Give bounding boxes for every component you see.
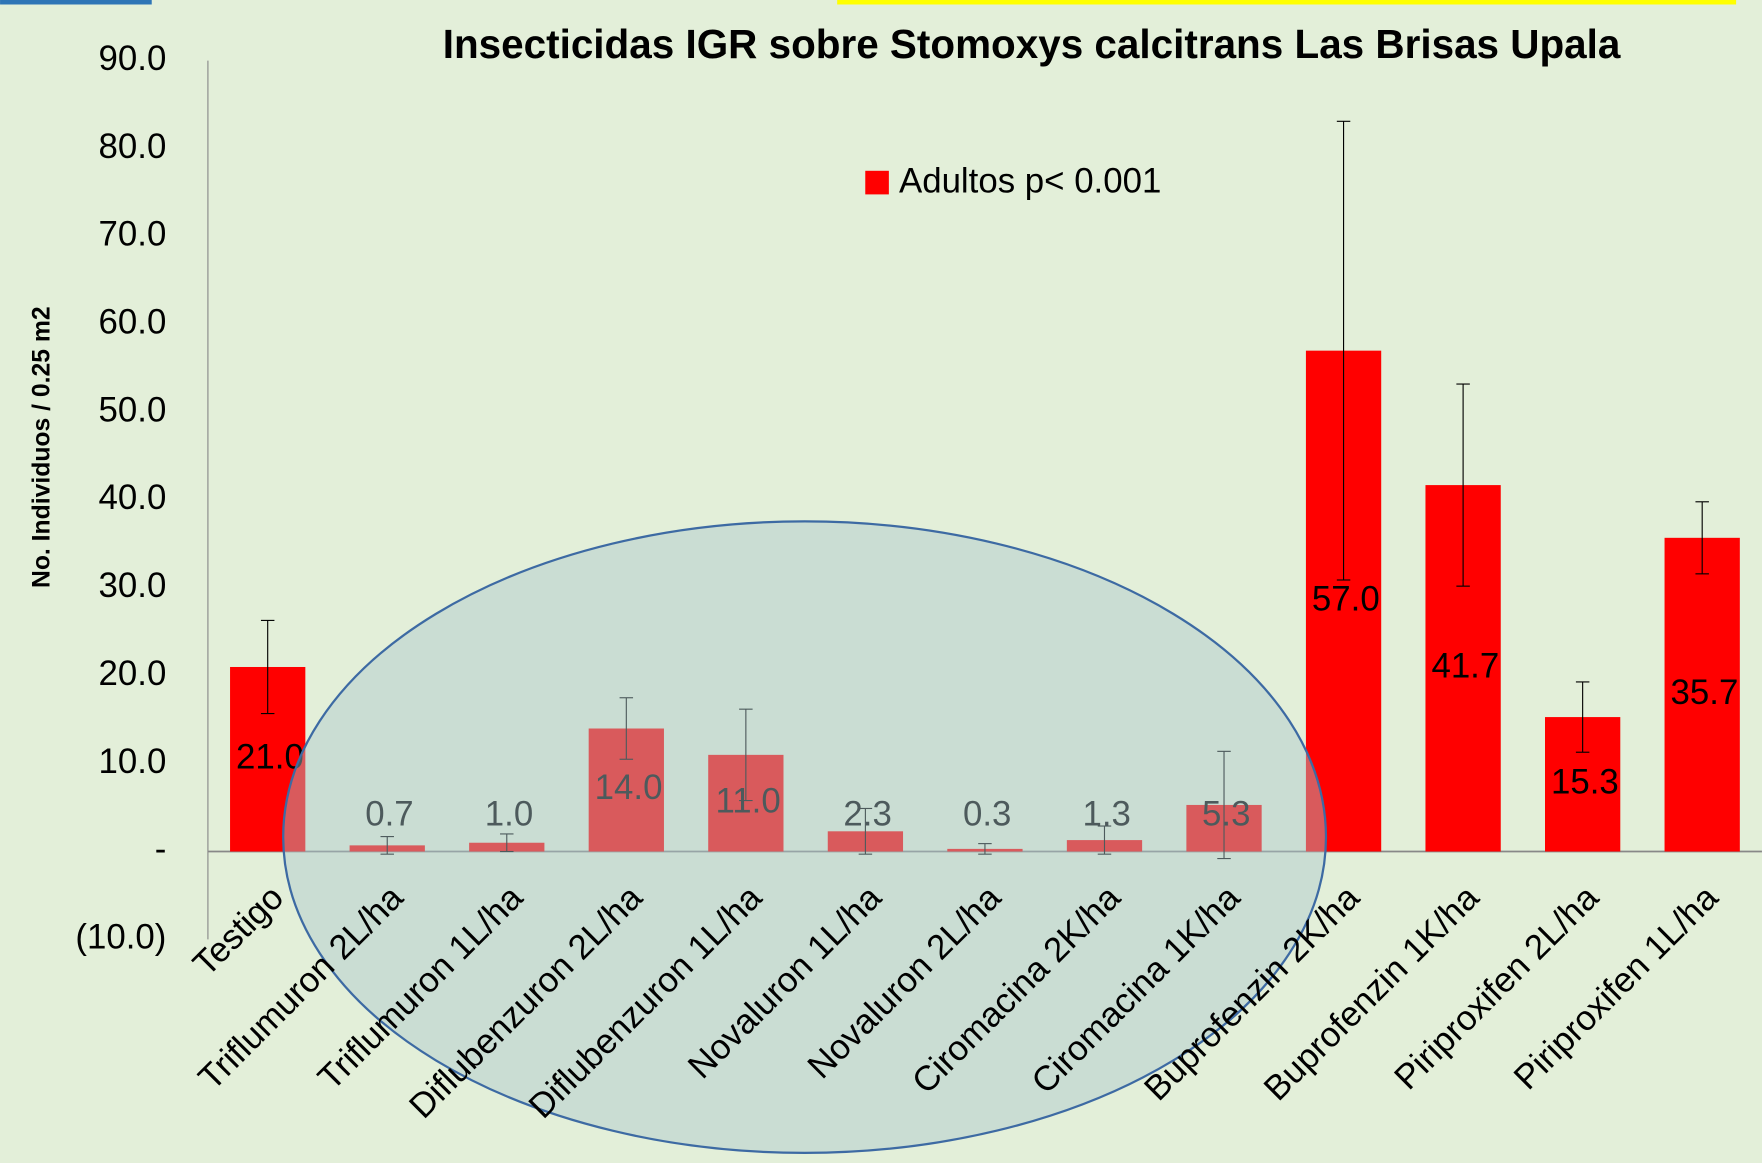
legend-swatch [865, 170, 889, 195]
y-tick-label: 20.0 [99, 654, 167, 693]
chart-title: Insecticidas IGR sobre Stomoxys calcitra… [443, 21, 1621, 67]
top-strip [0, 0, 152, 5]
data-label: 2.3 [843, 795, 891, 834]
top-strip [837, 0, 1737, 5]
y-tick-label: 90.0 [99, 39, 167, 78]
y-tick-label: 50.0 [99, 390, 167, 429]
plot-area: (10.0) - 10.0 20.0 30.0 40.0 50.0 60.0 70.0 80.0 9… [75, 39, 1762, 957]
y-tick-label: 60.0 [99, 302, 167, 341]
data-label: 35.7 [1671, 673, 1739, 712]
y-tick-label: 80.0 [99, 127, 167, 166]
y-tick-label: 30.0 [99, 566, 167, 605]
y-tick-label: (10.0) [75, 918, 166, 957]
data-label: 11.0 [716, 781, 781, 820]
data-label: 0.3 [963, 795, 1011, 834]
y-axis-title: No. Individuos / 0.25 m2 [28, 306, 55, 588]
data-label: 0.7 [365, 795, 413, 834]
legend-label: Adultos p< 0.001 [899, 161, 1161, 200]
highlight-ellipse [282, 520, 1328, 1155]
data-label: 57.0 [1312, 579, 1380, 618]
data-label: 5.3 [1202, 795, 1250, 834]
data-label: 15.3 [1551, 763, 1619, 802]
data-label: 14.0 [595, 768, 663, 807]
y-tick-label: 40.0 [99, 478, 167, 517]
y-tick-label: 10.0 [99, 742, 167, 781]
data-label: 41.7 [1431, 647, 1499, 686]
bar [1664, 537, 1740, 852]
y-tick-label: 70.0 [99, 215, 167, 254]
y-tick-label: - [155, 830, 167, 869]
data-label: 1.3 [1083, 795, 1131, 834]
data-label: 21.0 [236, 737, 304, 776]
data-label: 1.0 [485, 795, 533, 834]
